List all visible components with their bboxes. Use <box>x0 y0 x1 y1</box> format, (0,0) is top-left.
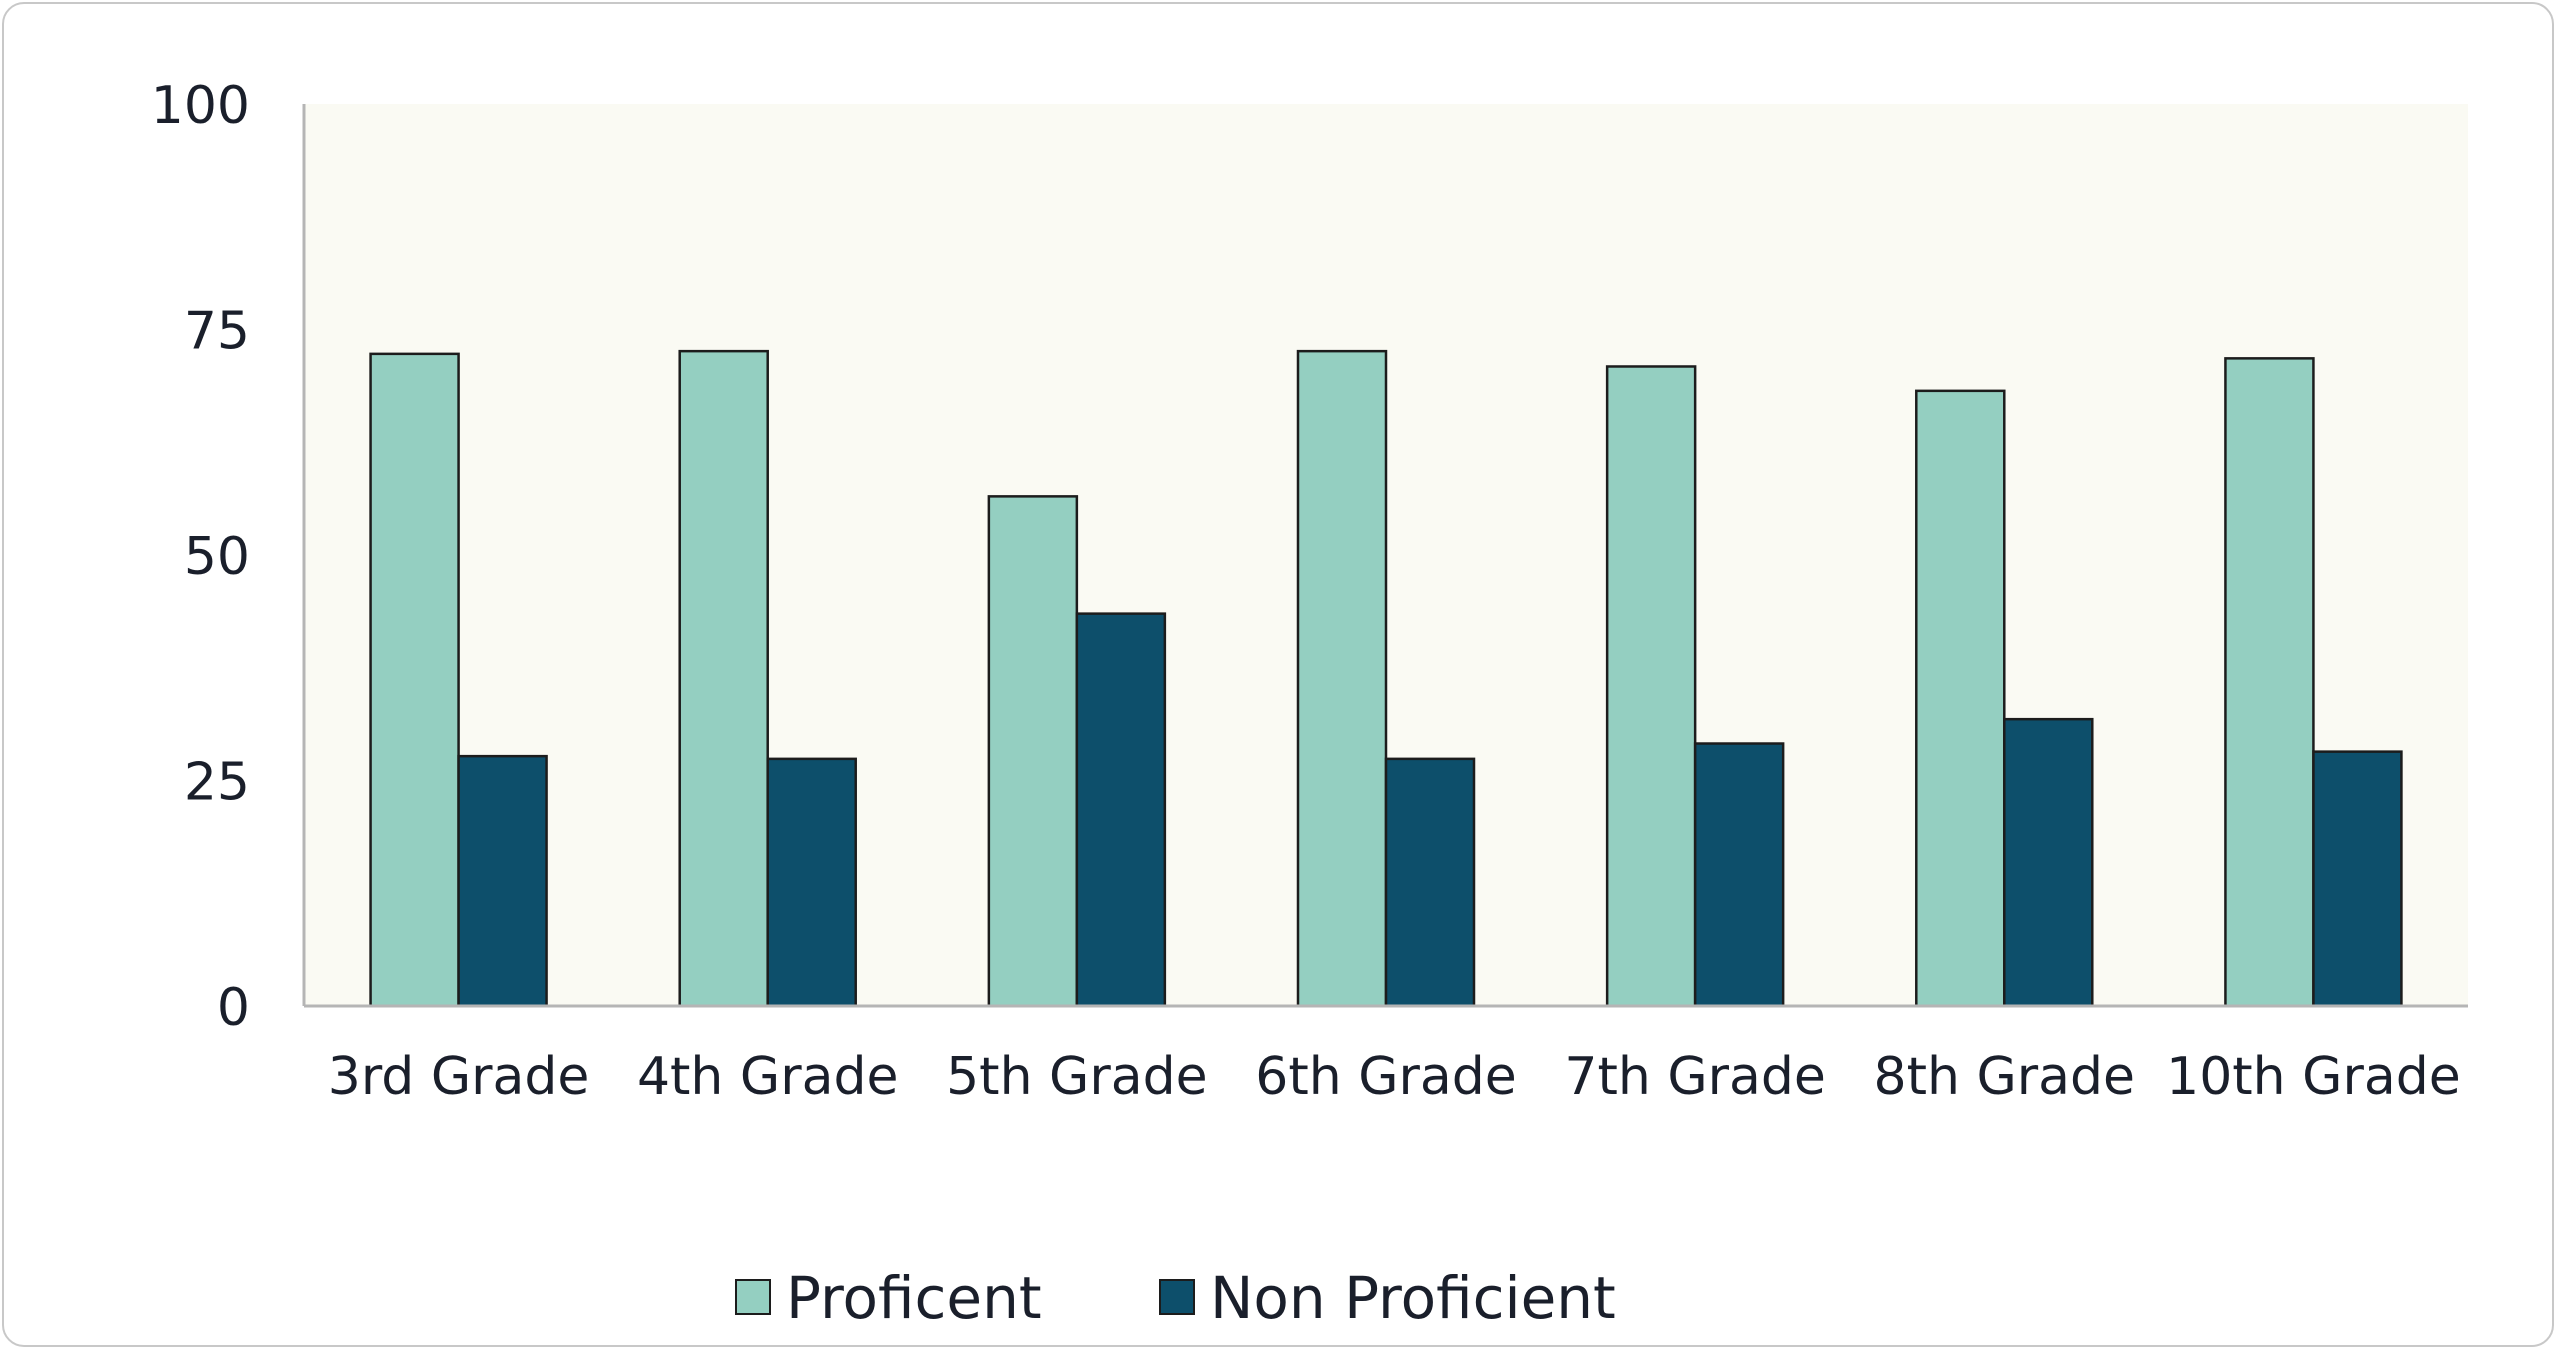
bar-non-proficient-5th-grade <box>1075 612 1167 1008</box>
y-tick-label: 0 <box>217 978 250 1038</box>
bar-proficent-8th-grade <box>1915 389 2006 1008</box>
y-tick-label: 75 <box>184 302 250 362</box>
x-axis-labels: 3rd Grade 4th Grade 5th Grade 6th Grade 7th … <box>328 1047 2461 1107</box>
bar-proficent-3rd-grade <box>369 352 460 1008</box>
legend-label-non-proficient: Non Proficient <box>1210 1264 1616 1332</box>
x-category-label: 7th Grade <box>1564 1047 1826 1107</box>
bar-proficent-10th-grade <box>2224 357 2315 1008</box>
x-category-label: 8th Grade <box>1874 1047 2136 1107</box>
legend: Proficent Non Proficient <box>735 1264 1616 1332</box>
y-axis-ticks: 0 25 50 75 100 <box>151 76 250 1038</box>
bar-proficent-6th-grade <box>1296 349 1388 1008</box>
bar-non-proficient-3rd-grade <box>457 754 548 1008</box>
bar-non-proficient-10th-grade <box>2312 750 2403 1008</box>
y-tick-label: 100 <box>151 76 250 136</box>
bar-non-proficient-8th-grade <box>2003 717 2094 1008</box>
y-tick-label: 25 <box>184 753 250 813</box>
bar-non-proficient-4th-grade <box>766 757 857 1008</box>
x-category-label: 4th Grade <box>637 1047 899 1107</box>
bar-proficent-7th-grade <box>1605 365 1697 1008</box>
y-tick-label: 50 <box>184 527 250 587</box>
bars-group <box>369 349 2403 1008</box>
bar-proficent-5th-grade <box>987 495 1079 1008</box>
bar-non-proficient-6th-grade <box>1384 757 1476 1008</box>
legend-swatch-proficent <box>735 1279 771 1315</box>
legend-swatch-non-proficient <box>1159 1279 1195 1315</box>
bar-non-proficient-7th-grade <box>1693 742 1785 1008</box>
x-category-label: 5th Grade <box>946 1047 1208 1107</box>
x-category-label: 3rd Grade <box>328 1047 590 1107</box>
legend-label-proficent: Proficent <box>786 1264 1042 1332</box>
bar-proficent-4th-grade <box>678 349 769 1008</box>
x-category-label: 10th Grade <box>2166 1047 2461 1107</box>
x-category-label: 6th Grade <box>1255 1047 1517 1107</box>
